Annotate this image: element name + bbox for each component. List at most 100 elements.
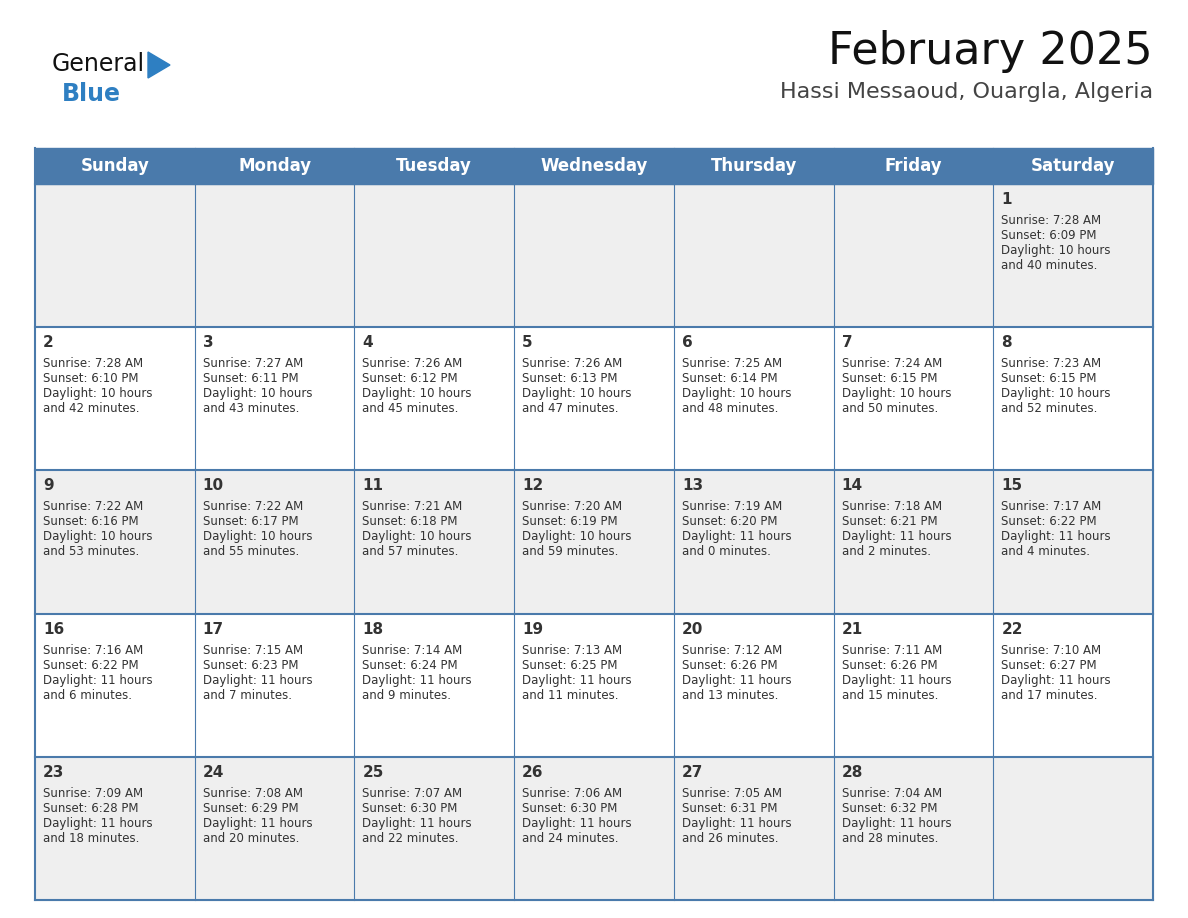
Bar (34, 327, 195, 470)
Text: and 53 minutes.: and 53 minutes. (43, 545, 139, 558)
Text: Daylight: 10 hours: Daylight: 10 hours (362, 531, 472, 543)
Text: and 28 minutes.: and 28 minutes. (841, 832, 939, 845)
Text: Daylight: 10 hours: Daylight: 10 hours (43, 387, 152, 400)
Text: and 57 minutes.: and 57 minutes. (362, 545, 459, 558)
Bar (834, 613, 993, 756)
Text: Sunrise: 7:04 AM: Sunrise: 7:04 AM (841, 787, 942, 800)
Text: Sunset: 6:29 PM: Sunset: 6:29 PM (203, 801, 298, 815)
Bar (354, 184, 514, 327)
Text: Sunrise: 7:06 AM: Sunrise: 7:06 AM (523, 787, 623, 800)
Text: Monday: Monday (238, 157, 311, 175)
Text: Sunrise: 7:22 AM: Sunrise: 7:22 AM (43, 500, 144, 513)
Text: Sunset: 6:30 PM: Sunset: 6:30 PM (362, 801, 457, 815)
Text: Sunset: 6:14 PM: Sunset: 6:14 PM (682, 372, 777, 386)
Text: 18: 18 (362, 621, 384, 636)
Text: Sunset: 6:09 PM: Sunset: 6:09 PM (1001, 229, 1097, 242)
Bar (834, 756, 993, 900)
Text: 12: 12 (523, 478, 543, 493)
Text: Sunrise: 7:17 AM: Sunrise: 7:17 AM (1001, 500, 1101, 513)
Text: Sunset: 6:31 PM: Sunset: 6:31 PM (682, 801, 777, 815)
Text: Sunrise: 7:14 AM: Sunrise: 7:14 AM (362, 644, 462, 656)
Text: Daylight: 10 hours: Daylight: 10 hours (1001, 244, 1111, 257)
Text: and 7 minutes.: and 7 minutes. (203, 688, 292, 701)
Bar (514, 470, 674, 613)
Text: Daylight: 10 hours: Daylight: 10 hours (203, 531, 312, 543)
Text: 26: 26 (523, 765, 544, 779)
Text: and 45 minutes.: and 45 minutes. (362, 402, 459, 415)
Text: Sunrise: 7:07 AM: Sunrise: 7:07 AM (362, 787, 462, 800)
Text: and 17 minutes.: and 17 minutes. (1001, 688, 1098, 701)
Text: and 50 minutes.: and 50 minutes. (841, 402, 937, 415)
Text: and 40 minutes.: and 40 minutes. (1001, 259, 1098, 272)
Bar (354, 756, 514, 900)
Bar (514, 613, 674, 756)
Bar (674, 613, 834, 756)
Text: Sunrise: 7:28 AM: Sunrise: 7:28 AM (1001, 214, 1101, 227)
Text: Sunset: 6:30 PM: Sunset: 6:30 PM (523, 801, 618, 815)
Bar (354, 327, 514, 470)
Text: Daylight: 10 hours: Daylight: 10 hours (682, 387, 791, 400)
Bar (195, 327, 354, 470)
Text: and 52 minutes.: and 52 minutes. (1001, 402, 1098, 415)
Text: Friday: Friday (885, 157, 942, 175)
Bar (195, 148, 354, 184)
Text: and 2 minutes.: and 2 minutes. (841, 545, 930, 558)
Bar (195, 613, 354, 756)
Text: Daylight: 11 hours: Daylight: 11 hours (362, 674, 472, 687)
Text: Wednesday: Wednesday (541, 157, 647, 175)
Text: Daylight: 11 hours: Daylight: 11 hours (841, 531, 952, 543)
Text: Sunrise: 7:21 AM: Sunrise: 7:21 AM (362, 500, 462, 513)
Bar (354, 613, 514, 756)
Bar (514, 327, 674, 470)
Text: Sunset: 6:23 PM: Sunset: 6:23 PM (203, 658, 298, 672)
Text: 23: 23 (43, 765, 64, 779)
Text: Sunset: 6:26 PM: Sunset: 6:26 PM (841, 658, 937, 672)
Text: Tuesday: Tuesday (397, 157, 472, 175)
Bar (993, 184, 1154, 327)
Text: Daylight: 11 hours: Daylight: 11 hours (203, 674, 312, 687)
Text: 3: 3 (203, 335, 214, 350)
Text: Daylight: 11 hours: Daylight: 11 hours (43, 817, 152, 830)
Text: Sunrise: 7:18 AM: Sunrise: 7:18 AM (841, 500, 942, 513)
Text: and 47 minutes.: and 47 minutes. (523, 402, 619, 415)
Text: and 13 minutes.: and 13 minutes. (682, 688, 778, 701)
Bar (993, 148, 1154, 184)
Text: Sunrise: 7:26 AM: Sunrise: 7:26 AM (362, 357, 462, 370)
Bar (34, 470, 195, 613)
Text: 7: 7 (841, 335, 852, 350)
Polygon shape (148, 52, 170, 78)
Text: General: General (52, 52, 145, 76)
Text: Daylight: 11 hours: Daylight: 11 hours (523, 674, 632, 687)
Text: and 22 minutes.: and 22 minutes. (362, 832, 459, 845)
Text: and 24 minutes.: and 24 minutes. (523, 832, 619, 845)
Text: Sunset: 6:11 PM: Sunset: 6:11 PM (203, 372, 298, 386)
Text: Sunrise: 7:11 AM: Sunrise: 7:11 AM (841, 644, 942, 656)
Text: Sunset: 6:12 PM: Sunset: 6:12 PM (362, 372, 459, 386)
Text: and 0 minutes.: and 0 minutes. (682, 545, 771, 558)
Text: 21: 21 (841, 621, 862, 636)
Text: and 9 minutes.: and 9 minutes. (362, 688, 451, 701)
Text: Sunset: 6:22 PM: Sunset: 6:22 PM (43, 658, 139, 672)
Bar (674, 327, 834, 470)
Text: 6: 6 (682, 335, 693, 350)
Text: 5: 5 (523, 335, 532, 350)
Text: and 20 minutes.: and 20 minutes. (203, 832, 299, 845)
Bar (195, 470, 354, 613)
Bar (993, 327, 1154, 470)
Text: 24: 24 (203, 765, 225, 779)
Text: Daylight: 11 hours: Daylight: 11 hours (682, 674, 791, 687)
Bar (354, 148, 514, 184)
Text: Daylight: 11 hours: Daylight: 11 hours (682, 531, 791, 543)
Text: Sunset: 6:32 PM: Sunset: 6:32 PM (841, 801, 937, 815)
Text: Sunrise: 7:28 AM: Sunrise: 7:28 AM (43, 357, 143, 370)
Text: and 59 minutes.: and 59 minutes. (523, 545, 619, 558)
Text: Daylight: 11 hours: Daylight: 11 hours (362, 817, 472, 830)
Text: 15: 15 (1001, 478, 1023, 493)
Text: Daylight: 11 hours: Daylight: 11 hours (1001, 531, 1111, 543)
Text: 10: 10 (203, 478, 223, 493)
Text: Sunset: 6:15 PM: Sunset: 6:15 PM (1001, 372, 1097, 386)
Text: Thursday: Thursday (710, 157, 797, 175)
Text: Sunset: 6:25 PM: Sunset: 6:25 PM (523, 658, 618, 672)
Text: Daylight: 11 hours: Daylight: 11 hours (43, 674, 152, 687)
Text: Daylight: 10 hours: Daylight: 10 hours (841, 387, 952, 400)
